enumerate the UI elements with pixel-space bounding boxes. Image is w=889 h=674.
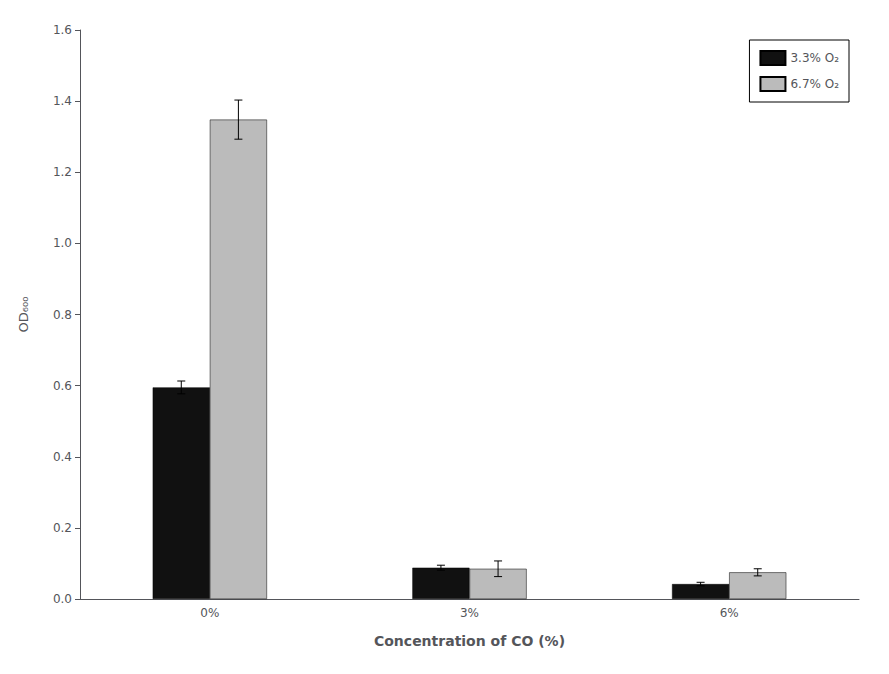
svg-text:1.4: 1.4: [53, 94, 72, 108]
svg-text:1.6: 1.6: [53, 23, 72, 37]
svg-text:OD₆₀₀: OD₆₀₀: [16, 297, 31, 333]
svg-text:6%: 6%: [720, 606, 739, 620]
svg-text:6.7% O₂: 6.7% O₂: [790, 77, 839, 91]
svg-text:1.2: 1.2: [53, 165, 72, 179]
svg-text:Concentration of CO (%): Concentration of CO (%): [374, 633, 565, 649]
svg-text:0.0: 0.0: [53, 592, 72, 606]
svg-text:0.8: 0.8: [53, 308, 72, 322]
svg-text:0.4: 0.4: [53, 450, 72, 464]
svg-text:3.3% O₂: 3.3% O₂: [790, 51, 839, 65]
svg-text:0.2: 0.2: [53, 521, 72, 535]
svg-text:0%: 0%: [200, 606, 219, 620]
svg-text:3%: 3%: [460, 606, 479, 620]
svg-text:1.0: 1.0: [53, 236, 72, 250]
svg-text:0.6: 0.6: [53, 379, 72, 393]
